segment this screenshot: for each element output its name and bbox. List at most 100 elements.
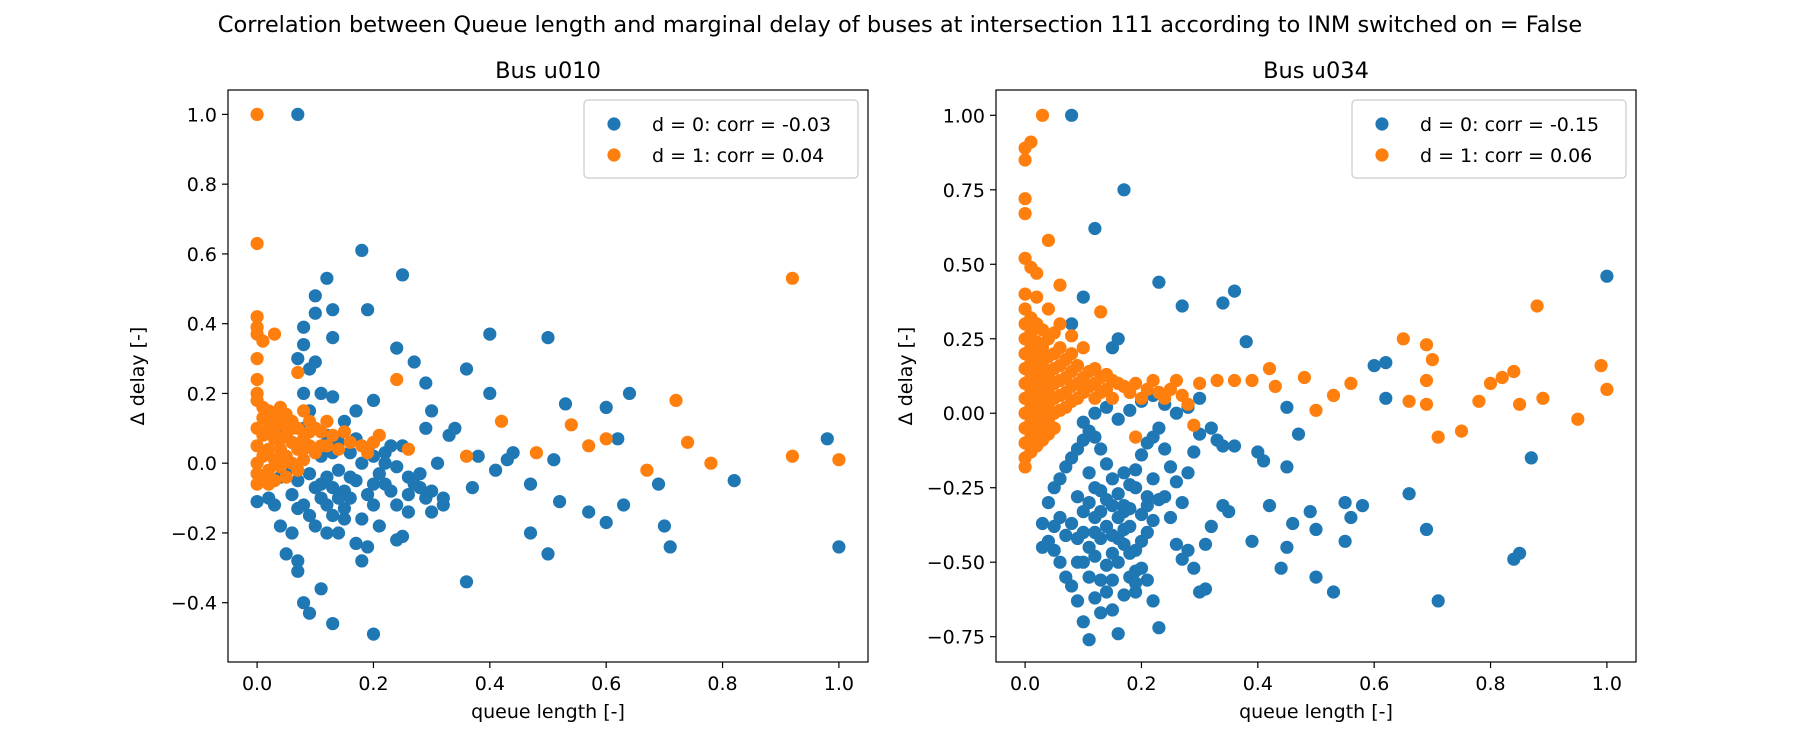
data-point [337,501,351,516]
data-point [297,386,311,400]
data-point [349,536,363,551]
data-point [1193,585,1207,599]
data-point [390,372,404,387]
data-point [285,488,299,502]
data-point [1134,448,1149,462]
data-point [1303,505,1317,519]
data-point [1355,499,1370,513]
data-point [1402,394,1416,408]
y-tick-label: 0.4 [187,314,217,336]
data-point [326,508,340,523]
data-point [1065,108,1079,122]
data-point [1309,570,1323,584]
data-point [1018,460,1032,474]
data-point [267,474,282,488]
data-point [267,327,282,341]
data-point [366,477,381,491]
data-point [1338,496,1352,510]
data-point [1396,332,1410,346]
data-point [326,303,340,317]
data-point [541,547,555,561]
data-point [250,236,264,251]
data-point [401,505,415,519]
legend-marker [607,117,621,131]
data-point [273,519,287,533]
data-point [302,508,317,523]
data-point [407,355,421,369]
data-point [267,498,282,512]
data-point [361,303,375,317]
legend-box [583,99,859,179]
data-point [611,432,625,446]
data-point [785,449,800,463]
data-point [1291,427,1306,441]
data-point [1018,141,1032,155]
data-point [320,526,334,540]
data-point [448,421,462,435]
data-point [622,386,637,400]
y-tick-label: 0.75 [943,180,985,202]
data-point [390,460,404,474]
data-point [413,467,427,481]
data-point [343,491,357,505]
subplot-bus-u034: 0.0 0.2 0.4 0.6 0.8 1.0 −0.75 −0.50 −0.25 0.00 0.2… [895,58,1637,723]
data-point [256,334,270,348]
y-tick-label: 1.0 [187,104,217,126]
data-point [1431,594,1445,608]
y-tick-label: −0.50 [927,552,985,574]
data-point [291,352,305,366]
data-point [349,404,363,418]
data-point [1065,516,1079,531]
data-point [331,491,346,505]
data-point [1146,594,1160,608]
data-point [1419,522,1434,537]
data-point [1059,570,1073,584]
data-point [1053,278,1067,292]
data-point [366,627,381,641]
data-point [314,425,328,439]
x-tick-label: 1.0 [1592,673,1622,695]
data-point [681,435,695,449]
data-point [297,338,311,352]
data-point [599,515,613,530]
y-tick-label: 0.8 [187,174,217,196]
data-point [483,386,497,400]
data-point [1094,505,1108,519]
data-point [285,526,299,540]
data-point [1169,406,1183,420]
data-point [1041,496,1055,510]
data-point [320,414,334,428]
data-point [1140,382,1154,396]
legend-label: d = 1: corr = 0.06 [1420,145,1592,167]
data-point [419,376,433,390]
y-tick-label: 1.00 [943,105,985,127]
data-point [1111,531,1125,546]
data-point [1059,528,1073,543]
data-point [326,331,340,345]
data-point [1134,534,1149,548]
data-point [395,268,410,282]
data-point [1111,510,1125,525]
data-point [1262,499,1277,513]
data-point [1088,221,1102,236]
data-point [378,477,392,491]
data-point [1268,379,1282,393]
x-tick-label: 0.8 [707,673,737,695]
data-point [1117,379,1131,393]
data-point [1099,493,1114,507]
data-point [1227,284,1242,298]
data-point [1163,510,1178,525]
data-point [273,432,287,446]
data-point [297,442,311,456]
legend-label: d = 0: corr = -0.15 [1420,114,1599,136]
data-point [1175,388,1189,402]
data-point [326,428,340,442]
data-point [1163,460,1178,474]
data-point [262,463,276,477]
data-point [361,446,375,460]
series-d1 [1018,108,1614,474]
data-point [1129,463,1143,477]
data-point [314,582,328,596]
data-point [250,310,264,324]
data-point [314,439,328,453]
